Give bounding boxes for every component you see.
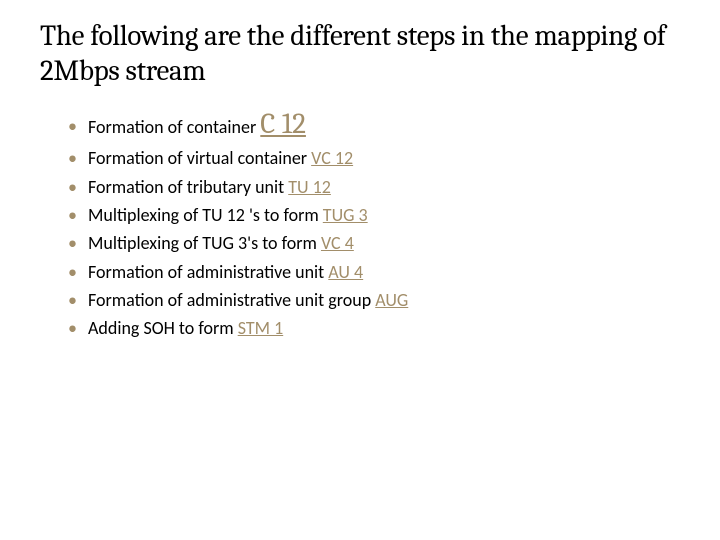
item-emphasis: AUG [375, 289, 408, 311]
item-emphasis: VC 4 [321, 232, 354, 254]
item-emphasis: VC 12 [311, 147, 353, 169]
list-item: Formation of container C 12 [68, 108, 680, 143]
item-emphasis: C 12 [260, 108, 306, 141]
item-emphasis: AU 4 [328, 261, 363, 283]
list-item: Formation of administrative unit AU 4 [68, 260, 680, 284]
item-pre-text: Adding SOH to form [88, 317, 238, 339]
list-item: Formation of administrative unit group A… [68, 288, 680, 312]
item-pre-text: Formation of container [88, 116, 260, 138]
item-pre-text: Formation of administrative unit group [88, 289, 375, 311]
item-pre-text: Formation of administrative unit [88, 261, 328, 283]
list-item: Formation of tributary unit TU 12 [68, 175, 680, 199]
item-emphasis: STM 1 [238, 317, 284, 339]
item-emphasis: TU 12 [288, 176, 331, 198]
slide: The following are the different steps in… [0, 0, 720, 540]
item-pre-text: Multiplexing of TU 12 's to form [88, 204, 323, 226]
list-item: Multiplexing of TUG 3's to form VC 4 [68, 231, 680, 255]
list-item: Adding SOH to form STM 1 [68, 316, 680, 340]
list-item: Multiplexing of TU 12 's to form TUG 3 [68, 203, 680, 227]
bullet-list: Formation of container C 12 Formation of… [68, 108, 680, 341]
item-emphasis: TUG 3 [323, 204, 368, 226]
item-pre-text: Formation of virtual container [88, 147, 311, 169]
list-item: Formation of virtual container VC 12 [68, 146, 680, 170]
slide-title: The following are the different steps in… [40, 20, 680, 90]
item-pre-text: Multiplexing of TUG 3's to form [88, 232, 321, 254]
item-pre-text: Formation of tributary unit [88, 176, 288, 198]
